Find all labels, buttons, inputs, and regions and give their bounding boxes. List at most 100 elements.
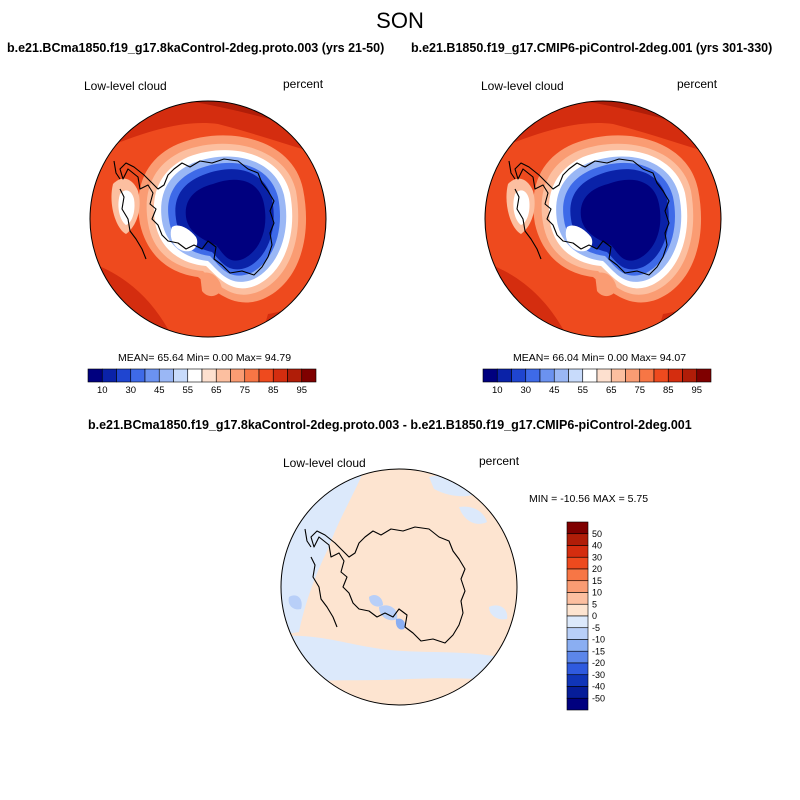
panel2-stats: MEAN= 66.04 Min= 0.00 Max= 94.07 [513,352,687,364]
panel3-map-field [281,469,517,705]
panel2-colorbar-swatch-11 [639,368,655,383]
panel1-colorbar-swatch-15 [301,368,317,383]
panel2-colorbar-tick-4: 65 [606,385,617,396]
panel1-colorbar-swatch-4 [144,368,160,383]
panel2-colorbar-tick-6: 85 [663,385,674,396]
panel2-units-label: percent [677,77,718,91]
panel1-colorbar-swatch-3 [130,368,146,383]
panel3-colorbar-swatch-0 [566,521,589,535]
panel3-colorbar-swatch-3 [566,556,589,570]
panel1-colorbar-swatch-9 [215,368,231,383]
panel1-stats: MEAN= 65.64 Min= 0.00 Max= 94.79 [118,352,292,364]
panel1-variable-label: Low-level cloud [84,79,167,93]
panel3-colorbar-tick-8: -5 [592,623,600,633]
panel2-colorbar-swatch-0 [482,368,498,383]
panel1-colorbar-swatch-13 [272,368,288,383]
panel3-units-label: percent [479,454,520,468]
panel2-colorbar-tick-7: 95 [691,385,702,396]
panel2-colorbar-swatch-13 [667,368,683,383]
panel3-colorbar-swatch-14 [566,686,589,699]
panel2-colorbar-swatch-1 [496,368,512,383]
panel3-colorbar-swatch-13 [566,674,589,687]
panel1-colorbar-swatch-11 [244,368,260,383]
panel3-colorbar-swatch-5 [566,580,589,593]
panel2-colorbar-swatch-15 [696,368,712,383]
panel1-colorbar-swatch-0 [87,368,103,383]
panel3-colorbar-swatch-7 [566,603,589,617]
panel3-colorbar-swatch-1 [566,533,589,546]
panel1-units-label: percent [283,77,324,91]
panel3-colorbar-swatch-4 [566,568,589,582]
panel3-colorbar-swatch-6 [566,592,589,605]
panel1-colorbar-swatch-14 [287,368,303,383]
panel2-colorbar-swatch-10 [625,368,641,383]
panel3-colorbar-tick-10: -15 [592,646,605,656]
panel2-colorbar-swatch-2 [511,368,527,383]
panel1-colorbar-tick-7: 95 [296,385,307,396]
panel3-variable-label: Low-level cloud [283,456,366,470]
panel1-colorbar-tick-2: 45 [154,385,165,396]
panel1-colorbar-swatch-6 [173,368,189,383]
panel2-map-field [485,101,721,337]
panel2-colorbar-tick-2: 45 [549,385,560,396]
panel1-colorbar-swatch-12 [258,368,274,383]
panel2-colorbar-tick-5: 75 [634,385,645,396]
panel3-colorbar-tick-11: -20 [592,658,605,668]
panel3-colorbar-tick-12: -30 [592,670,605,680]
panel1-map-field [90,101,326,337]
panel1-case-title: b.e21.BCma1850.f19_g17.8kaControl-2deg.p… [7,41,385,55]
panel1-colorbar-swatch-2 [116,368,132,383]
panel3-case-title: b.e21.BCma1850.f19_g17.8kaControl-2deg.p… [88,418,692,432]
panel3-colorbar-swatch-9 [566,627,589,640]
panel2-colorbar-swatch-7 [582,368,598,383]
panel3-colorbar-tick-7: 0 [592,611,597,621]
panel3-colorbar-swatch-11 [566,650,589,664]
panel2-colorbar-tick-0: 10 [492,385,503,396]
panel1-colorbar-swatch-1 [101,368,117,383]
panel2-map-border [484,100,722,338]
panel2-colorbar-swatch-5 [553,368,569,383]
panel3-colorbar-tick-2: 30 [592,552,602,562]
panel3-colorbar-tick-0: 50 [592,529,602,539]
panel1-colorbar-swatch-5 [158,368,174,383]
panel2-colorbar: 10 30 45 55 65 75 85 95 [482,368,712,396]
panel3-map-border [280,468,518,706]
panel1-colorbar-swatch-8 [201,368,217,383]
panel2-colorbar-tick-1: 30 [520,385,531,396]
panel1-colorbar-tick-0: 10 [97,385,108,396]
panel2-colorbar-swatch-6 [568,368,584,383]
panel2-colorbar-tick-3: 55 [577,385,588,396]
panel3-stats: MIN = -10.56 MAX = 5.75 [529,493,649,505]
panel1-colorbar-tick-6: 85 [268,385,279,396]
panel1-colorbar-tick-3: 55 [182,385,193,396]
panel1-colorbar-swatch-7 [187,368,203,383]
panel3-colorbar-tick-13: -40 [592,682,605,692]
panel3-colorbar-tick-5: 10 [592,588,602,598]
panel3-colorbar-swatch-12 [566,662,589,676]
panel2-colorbar-swatch-8 [596,368,612,383]
season-title: SON [376,8,424,33]
panel2-variable-label: Low-level cloud [481,79,564,93]
panel3-colorbar-swatch-15 [566,697,589,711]
panel3-colorbar-tick-6: 5 [592,599,597,609]
panel1-colorbar: 10 30 45 55 65 75 85 95 [87,368,317,396]
panel2-colorbar-swatch-9 [610,368,626,383]
panel3-colorbar-tick-1: 40 [592,541,602,551]
panel3-colorbar-tick-3: 20 [592,564,602,574]
panel1-colorbar-swatch-10 [230,368,246,383]
panel2-colorbar-swatch-3 [525,368,541,383]
panel1-map-border [89,100,327,338]
panel3-colorbar-tick-14: -50 [592,693,605,703]
panel1-colorbar-tick-4: 65 [211,385,222,396]
panel2-case-title: b.e21.B1850.f19_g17.CMIP6-piControl-2deg… [411,41,773,55]
panel3-colorbar-swatch-10 [566,639,589,652]
panel3-colorbar-tick-9: -10 [592,635,605,645]
panel3-colorbar-swatch-2 [566,545,589,558]
panel2-colorbar-swatch-4 [539,368,555,383]
panel1-colorbar-tick-1: 30 [125,385,136,396]
panel3-colorbar-tick-4: 15 [592,576,602,586]
panel3-colorbar-swatch-8 [566,615,589,629]
panel2-colorbar-swatch-12 [653,368,669,383]
